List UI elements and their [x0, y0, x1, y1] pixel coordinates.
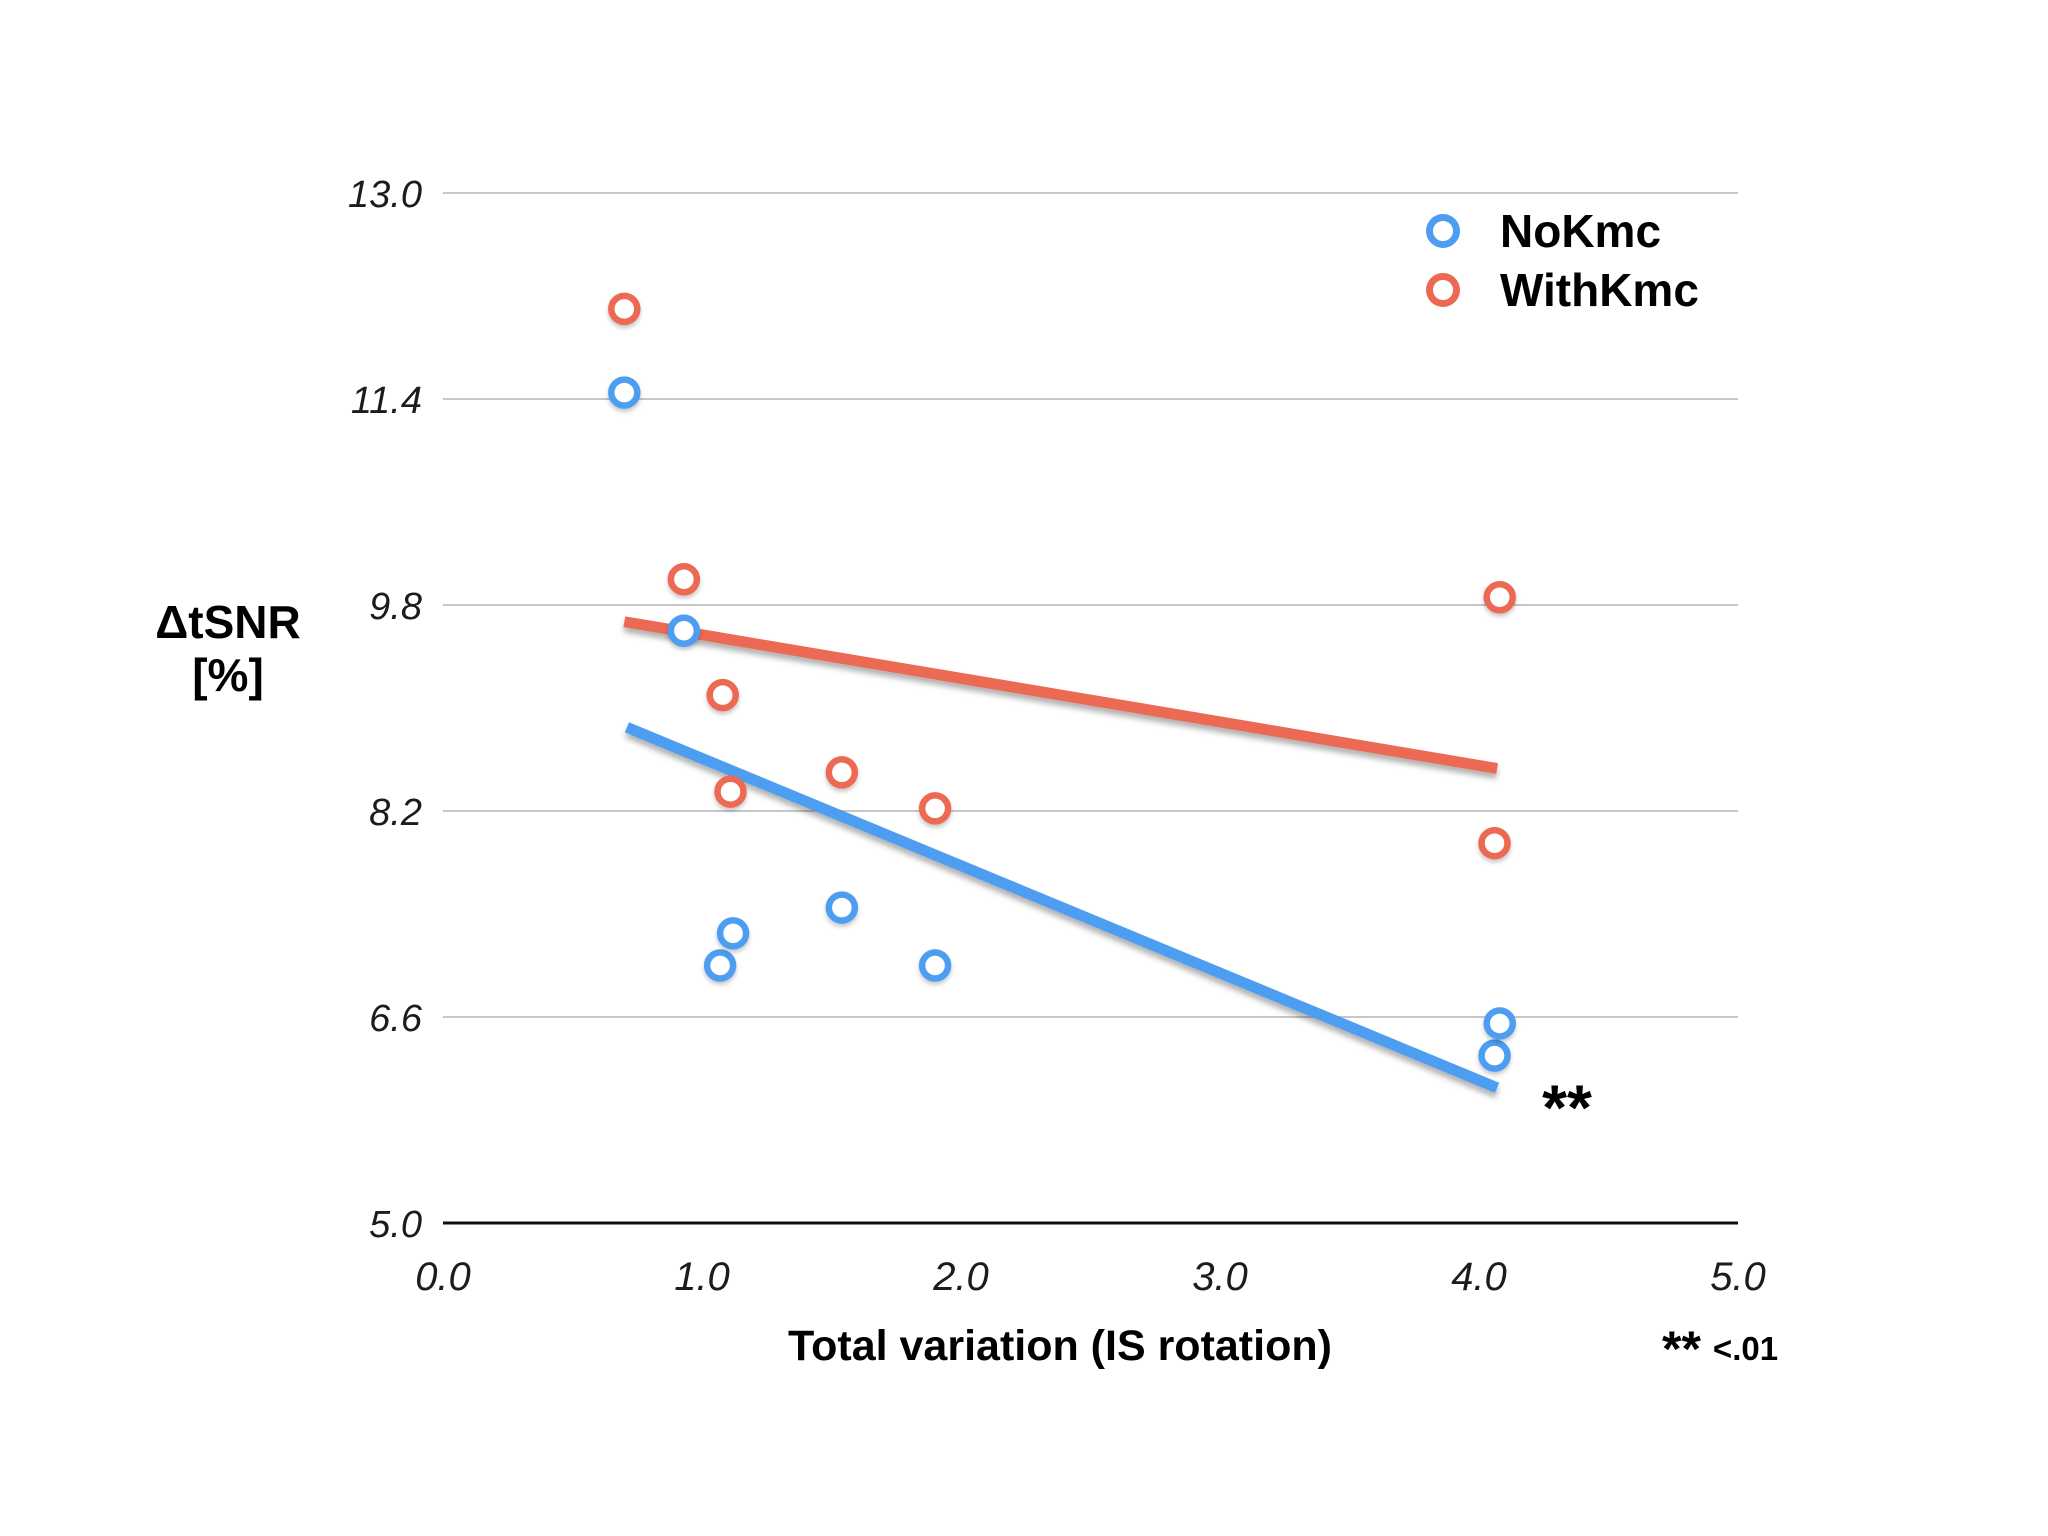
nokmc-data-point — [716, 917, 750, 950]
significance-footnote: ** <.01 — [1662, 1321, 1779, 1377]
nokmc-data-point — [1483, 1007, 1516, 1040]
y-tick-label: 9.8 — [369, 586, 422, 628]
y-tick-label: 8.2 — [369, 792, 422, 834]
nokmc-data-point — [667, 614, 701, 647]
y-axis-title-line1: ΔtSNR — [155, 596, 301, 648]
footnote-stars: ** — [1662, 1321, 1701, 1377]
nokmc-data-point — [703, 949, 737, 982]
withkmc-marker-icon — [1426, 273, 1460, 307]
withkmc-data-point — [825, 756, 859, 789]
x-tick-label: 2.0 — [932, 1255, 989, 1299]
y-axis-title: ΔtSNR [%] — [80, 596, 376, 702]
significance-annotation: ** — [1542, 1072, 1592, 1144]
nokmc-trendline — [624, 722, 1500, 1093]
y-tick-label: 13.0 — [348, 174, 422, 216]
x-tick-label: 4.0 — [1451, 1255, 1507, 1299]
legend-item-nokmc: NoKmc — [1426, 207, 1699, 255]
nokmc-data-point — [918, 949, 952, 982]
footnote-pvalue: <.01 — [1712, 1330, 1779, 1367]
legend-label-withkmc: WithKmc — [1500, 264, 1699, 316]
withkmc-data-point — [706, 678, 739, 712]
withkmc-data-point — [918, 792, 952, 825]
legend-label-nokmc: NoKmc — [1500, 205, 1662, 257]
withkmc-data-point — [1483, 581, 1516, 614]
nokmc-marker-icon — [1426, 214, 1460, 248]
withkmc-data-point — [1478, 826, 1511, 860]
y-tick-label: 6.6 — [369, 998, 423, 1040]
y-tick-label: 11.4 — [351, 380, 422, 422]
withkmc-data-point — [608, 292, 641, 326]
x-tick-label: 0.0 — [415, 1255, 471, 1299]
nokmc-data-point — [825, 891, 859, 924]
x-axis-title: Total variation (IS rotation) — [788, 1322, 1332, 1370]
y-tick-label: 5.0 — [369, 1204, 422, 1246]
x-tick-label: 1.0 — [674, 1255, 730, 1299]
x-tick-label: 5.0 — [1710, 1255, 1766, 1299]
x-tick-label: 3.0 — [1192, 1255, 1248, 1299]
legend: NoKmc WithKmc — [1426, 207, 1699, 314]
y-axis-title-line2: [%] — [192, 649, 264, 701]
nokmc-data-point — [1478, 1039, 1511, 1072]
withkmc-trendline — [623, 616, 1499, 774]
withkmc-data-point — [714, 775, 747, 808]
withkmc-data-point — [667, 563, 701, 596]
legend-item-withkmc: WithKmc — [1426, 266, 1699, 314]
nokmc-data-point — [608, 376, 641, 409]
